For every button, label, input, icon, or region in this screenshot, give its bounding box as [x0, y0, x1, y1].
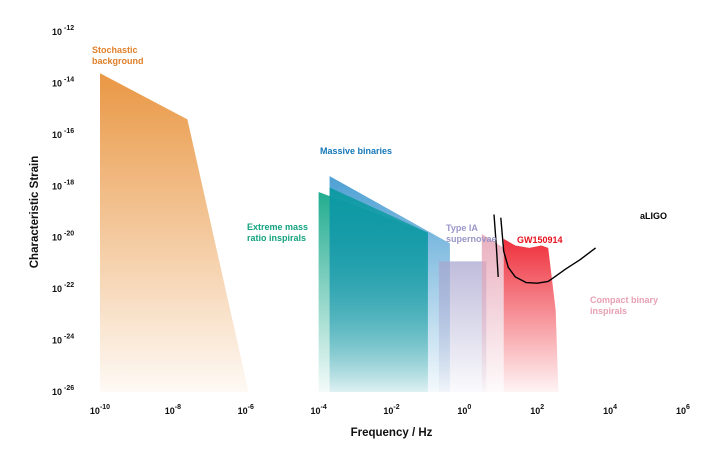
x-tick-label: 10-10 [90, 404, 110, 416]
curves-layer [493, 214, 597, 284]
x-tick-label: 106 [676, 404, 690, 416]
x-tick-label: 10-8 [165, 404, 181, 416]
y-tick-label: 10 -16 [52, 128, 74, 140]
region-massive-binaries-inner [329, 187, 428, 392]
annotation-compact: Compact binary inspirals [590, 295, 658, 316]
regions-layer [100, 73, 559, 392]
x-tick-label: 10-2 [383, 404, 399, 416]
y-tick-labels: 10-12 10-14 10-16 10-18 10-20 10-22 10-24 10-26 [52, 25, 74, 397]
y-tick-label: 10 -14 [52, 76, 74, 88]
annotation-typeia: Type IA supernovae [446, 223, 497, 244]
annotation-stochastic: Stochastic background [92, 45, 144, 66]
y-tick-label: 10 -12 [52, 25, 74, 37]
y-tick-label: 10 -20 [52, 231, 74, 243]
x-axis-label: Frequency / Hz [351, 427, 433, 439]
annotation-gw150914: GW150914 [517, 235, 563, 245]
x-tick-label: 10-4 [311, 404, 327, 416]
y-tick-label: 10 -18 [52, 179, 74, 191]
y-tick-label: 10 -26 [52, 385, 74, 397]
annotation-emri: Extreme mass ratio inspirals [247, 222, 308, 243]
x-tick-label: 10-6 [238, 404, 254, 416]
x-tick-label: 100 [457, 404, 471, 416]
y-tick-label: 10 -24 [52, 334, 74, 346]
annotations-layer: Stochastic background Massive binaries Extr… [92, 45, 667, 316]
region-compact-binary-inspirals [481, 234, 504, 392]
region-stochastic-background [100, 73, 249, 392]
annotation-massive: Massive binaries [320, 146, 392, 156]
region-gw150914 [503, 238, 559, 392]
y-axis-label: Characteristic Strain [29, 156, 41, 269]
curve-aligo [500, 217, 597, 284]
annotation-aligo: aLIGO [640, 211, 667, 221]
x-tick-label: 102 [530, 404, 544, 416]
y-tick-label: 10 -22 [52, 282, 74, 294]
curve-aligo-spike [493, 214, 499, 277]
x-tick-label: 104 [603, 404, 617, 416]
x-tick-labels: 10-10 10-8 10-6 10-4 10-2 100 102 104 106 [90, 404, 690, 416]
region-type-ia-supernovae [438, 261, 487, 392]
